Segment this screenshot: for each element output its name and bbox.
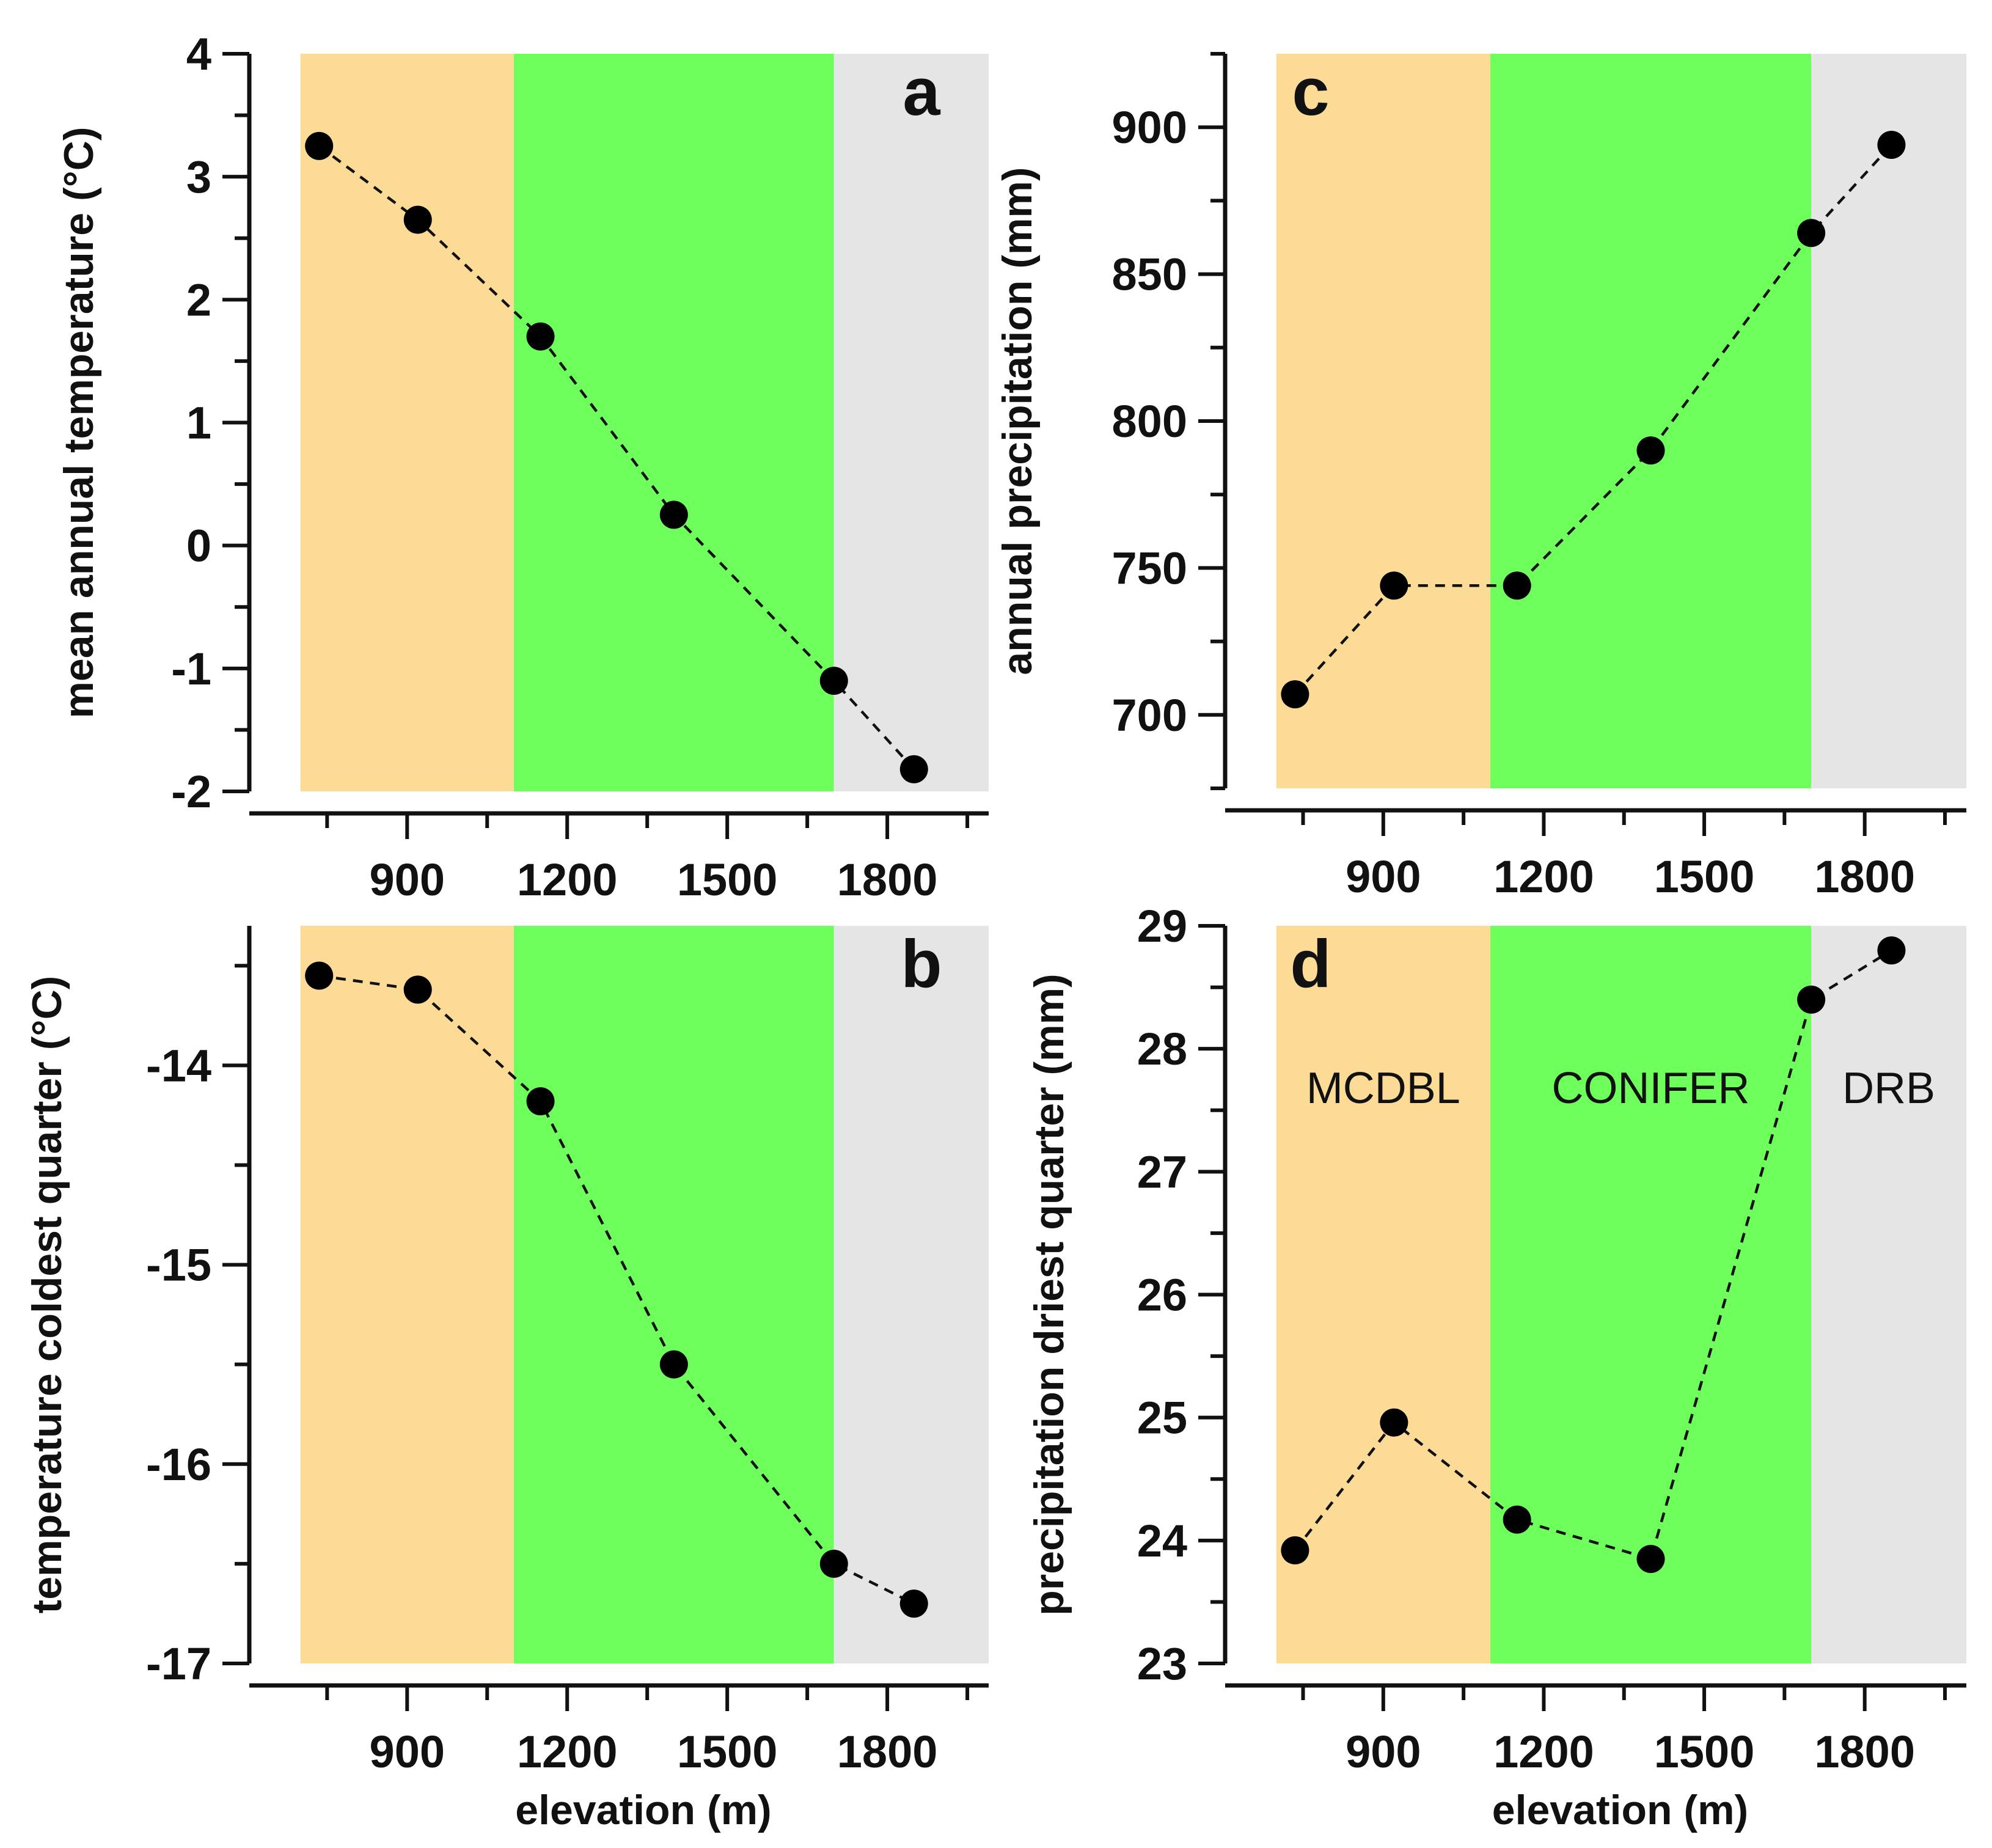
zone-band-conifer	[513, 926, 834, 1663]
zone-label-mcdbl: MCDBL	[1306, 1064, 1460, 1113]
y-tick-label: 27	[1137, 1146, 1187, 1197]
data-point	[305, 961, 334, 990]
y-tick-label: 750	[1112, 543, 1187, 593]
y-tick-label: -15	[146, 1240, 211, 1291]
series-line	[1294, 144, 1893, 695]
x-tick-label: 1800	[837, 1726, 938, 1777]
data-point	[659, 501, 688, 529]
data-point	[1380, 1408, 1408, 1437]
y-tick-label: 29	[1137, 901, 1187, 952]
panel-a: -2 -1 0 1 2 3 4 900 1200 1500 1800 mean annual temp…	[56, 29, 989, 905]
x-tick-label: 900	[370, 1726, 445, 1777]
y-axis-title: mean annual temperature (°C)	[56, 127, 102, 718]
zone-label-conifer: CONIFER	[1552, 1064, 1750, 1113]
x-tick-label: 1200	[517, 854, 618, 905]
series-line	[318, 145, 915, 771]
y-tick-label: 1	[186, 398, 211, 449]
data-point	[403, 975, 432, 1004]
series-line	[318, 974, 915, 1605]
y-tick-label: 3	[186, 152, 211, 202]
panel-d: 23 24 25 26 27 28 29 900 1200 1500 1800 precipitati…	[1026, 901, 1966, 1833]
x-tick-label: 900	[1346, 851, 1421, 902]
y-tick-label: -16	[146, 1439, 211, 1490]
data-point	[1503, 571, 1531, 600]
zone-band-drb	[1811, 54, 1966, 788]
y-tick-label: -1	[171, 644, 211, 694]
x-tick-label: 1200	[1493, 851, 1594, 902]
y-tick-label: 850	[1112, 249, 1187, 300]
data-point	[526, 322, 555, 351]
data-point	[1636, 436, 1665, 465]
data-point	[1877, 936, 1906, 965]
data-point	[1636, 1545, 1665, 1574]
y-tick-label: 23	[1137, 1638, 1187, 1689]
panel-b: -17 -16 -15 -14 900 1200 1500 1800 temperature c…	[24, 926, 989, 1833]
data-point	[1877, 131, 1906, 160]
zone-band-drb	[833, 54, 989, 791]
y-tick-label: -17	[146, 1638, 211, 1689]
zone-band-mcdbl	[300, 926, 514, 1663]
zone-band-drb	[833, 926, 989, 1663]
x-tick-label: 1500	[1654, 1726, 1755, 1777]
y-tick-label: 26	[1137, 1270, 1187, 1321]
panel-letter: b	[901, 926, 942, 1002]
zone-band-conifer	[513, 54, 834, 791]
data-point	[403, 205, 432, 234]
data-point	[1503, 1505, 1531, 1534]
x-axis-title: elevation (m)	[515, 1787, 771, 1833]
zone-label-drb: DRB	[1842, 1064, 1935, 1113]
y-tick-label: 28	[1137, 1024, 1187, 1074]
zone-band-conifer	[1490, 54, 1812, 788]
zone-band-mcdbl	[1276, 926, 1490, 1663]
zone-band-drb	[1811, 926, 1966, 1663]
y-tick-label: 800	[1112, 396, 1187, 447]
data-point	[1797, 985, 1826, 1014]
x-tick-label: 1200	[517, 1726, 618, 1777]
data-point	[899, 755, 928, 783]
data-point	[1797, 219, 1826, 248]
zone-band-mcdbl	[300, 54, 514, 791]
x-tick-label: 1800	[1814, 851, 1915, 902]
panel-letter: c	[1292, 54, 1329, 130]
data-point	[659, 1350, 688, 1379]
data-point	[1281, 1536, 1309, 1564]
panel-c: 700 750 800 850 900 900 1200 1500 1800 annual pre…	[994, 52, 1966, 902]
y-tick-label: -2	[171, 766, 211, 817]
data-point	[526, 1087, 555, 1116]
data-point	[1380, 571, 1408, 600]
y-axis-title: annual precipitation (mm)	[994, 167, 1041, 675]
y-tick-label: -14	[146, 1040, 211, 1091]
data-point	[899, 1590, 928, 1618]
data-point	[819, 1549, 848, 1578]
x-tick-label: 900	[370, 854, 445, 905]
y-tick-label: 900	[1112, 102, 1187, 153]
zone-band-mcdbl	[1276, 54, 1490, 788]
zone-band-conifer	[1490, 926, 1812, 1663]
y-tick-label: 0	[186, 521, 211, 571]
y-tick-label: 2	[186, 274, 211, 325]
y-tick-label: 24	[1137, 1516, 1187, 1566]
data-point	[305, 131, 334, 160]
x-tick-label: 1500	[1654, 851, 1755, 902]
x-tick-label: 1800	[1814, 1726, 1915, 1777]
y-axis-title: precipitation driest quarter (mm)	[1026, 974, 1072, 1615]
x-axis-title: elevation (m)	[1492, 1787, 1748, 1833]
y-axis-title: temperature coldest quarter (°C)	[24, 976, 70, 1614]
y-tick-label: 25	[1137, 1393, 1187, 1443]
x-tick-label: 900	[1346, 1726, 1421, 1777]
panel-letter: a	[903, 54, 940, 130]
x-tick-label: 1200	[1493, 1726, 1594, 1777]
data-point	[819, 666, 848, 695]
data-point	[1281, 680, 1309, 709]
panel-letter: d	[1290, 926, 1331, 1002]
x-tick-label: 1800	[837, 854, 938, 905]
y-tick-label: 700	[1112, 690, 1187, 741]
y-tick-label: 4	[186, 29, 211, 79]
x-tick-label: 1500	[677, 1726, 778, 1777]
x-tick-label: 1500	[677, 854, 778, 905]
